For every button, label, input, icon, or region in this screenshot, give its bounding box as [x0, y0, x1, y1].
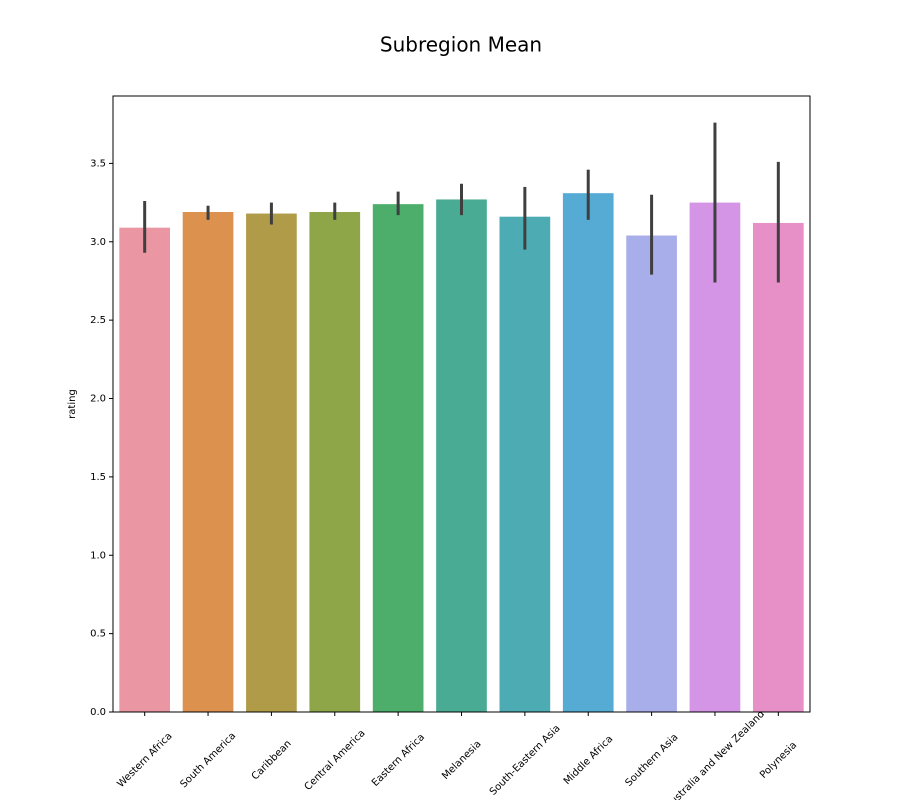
y-tick-label: 2.0 [90, 394, 106, 405]
y-tick-label: 3.5 [90, 158, 106, 169]
x-tick-label: Polynesia [758, 740, 799, 781]
bar [562, 193, 614, 712]
y-tick-label: 1.0 [90, 550, 106, 561]
bar [182, 211, 234, 713]
x-tick-label: Caribbean [250, 738, 294, 782]
bar [752, 222, 804, 712]
chart-title: Subregion Mean [380, 33, 542, 57]
plot-frame [112, 95, 811, 713]
y-tick-label: 0.0 [90, 707, 106, 718]
x-tick-label: South-Eastern Asia [488, 723, 563, 798]
bar [372, 204, 424, 713]
y-axis-label: rating [67, 389, 78, 419]
x-tick-label: South America [179, 730, 239, 790]
bar [499, 216, 551, 712]
x-tick-label: Eastern Africa [370, 732, 427, 789]
bar [119, 227, 171, 712]
bar [309, 211, 361, 713]
y-tick-label: 3.0 [90, 237, 106, 248]
x-tick-label: Australia and New Zealand [664, 709, 767, 800]
x-tick-label: Western Africa [115, 731, 174, 790]
bar [436, 199, 487, 712]
y-tick-label: 2.5 [90, 315, 106, 326]
x-tick-label: Melanesia [440, 739, 483, 782]
bar [626, 235, 677, 712]
bar [246, 213, 297, 712]
y-tick-label: 0.5 [90, 629, 106, 640]
x-tick-label: Central America [303, 728, 368, 793]
x-tick-label: Middle Africa [562, 734, 616, 788]
y-tick-label: 1.5 [90, 472, 106, 483]
x-tick-label: Southern Asia [623, 732, 680, 789]
bar [689, 202, 741, 712]
